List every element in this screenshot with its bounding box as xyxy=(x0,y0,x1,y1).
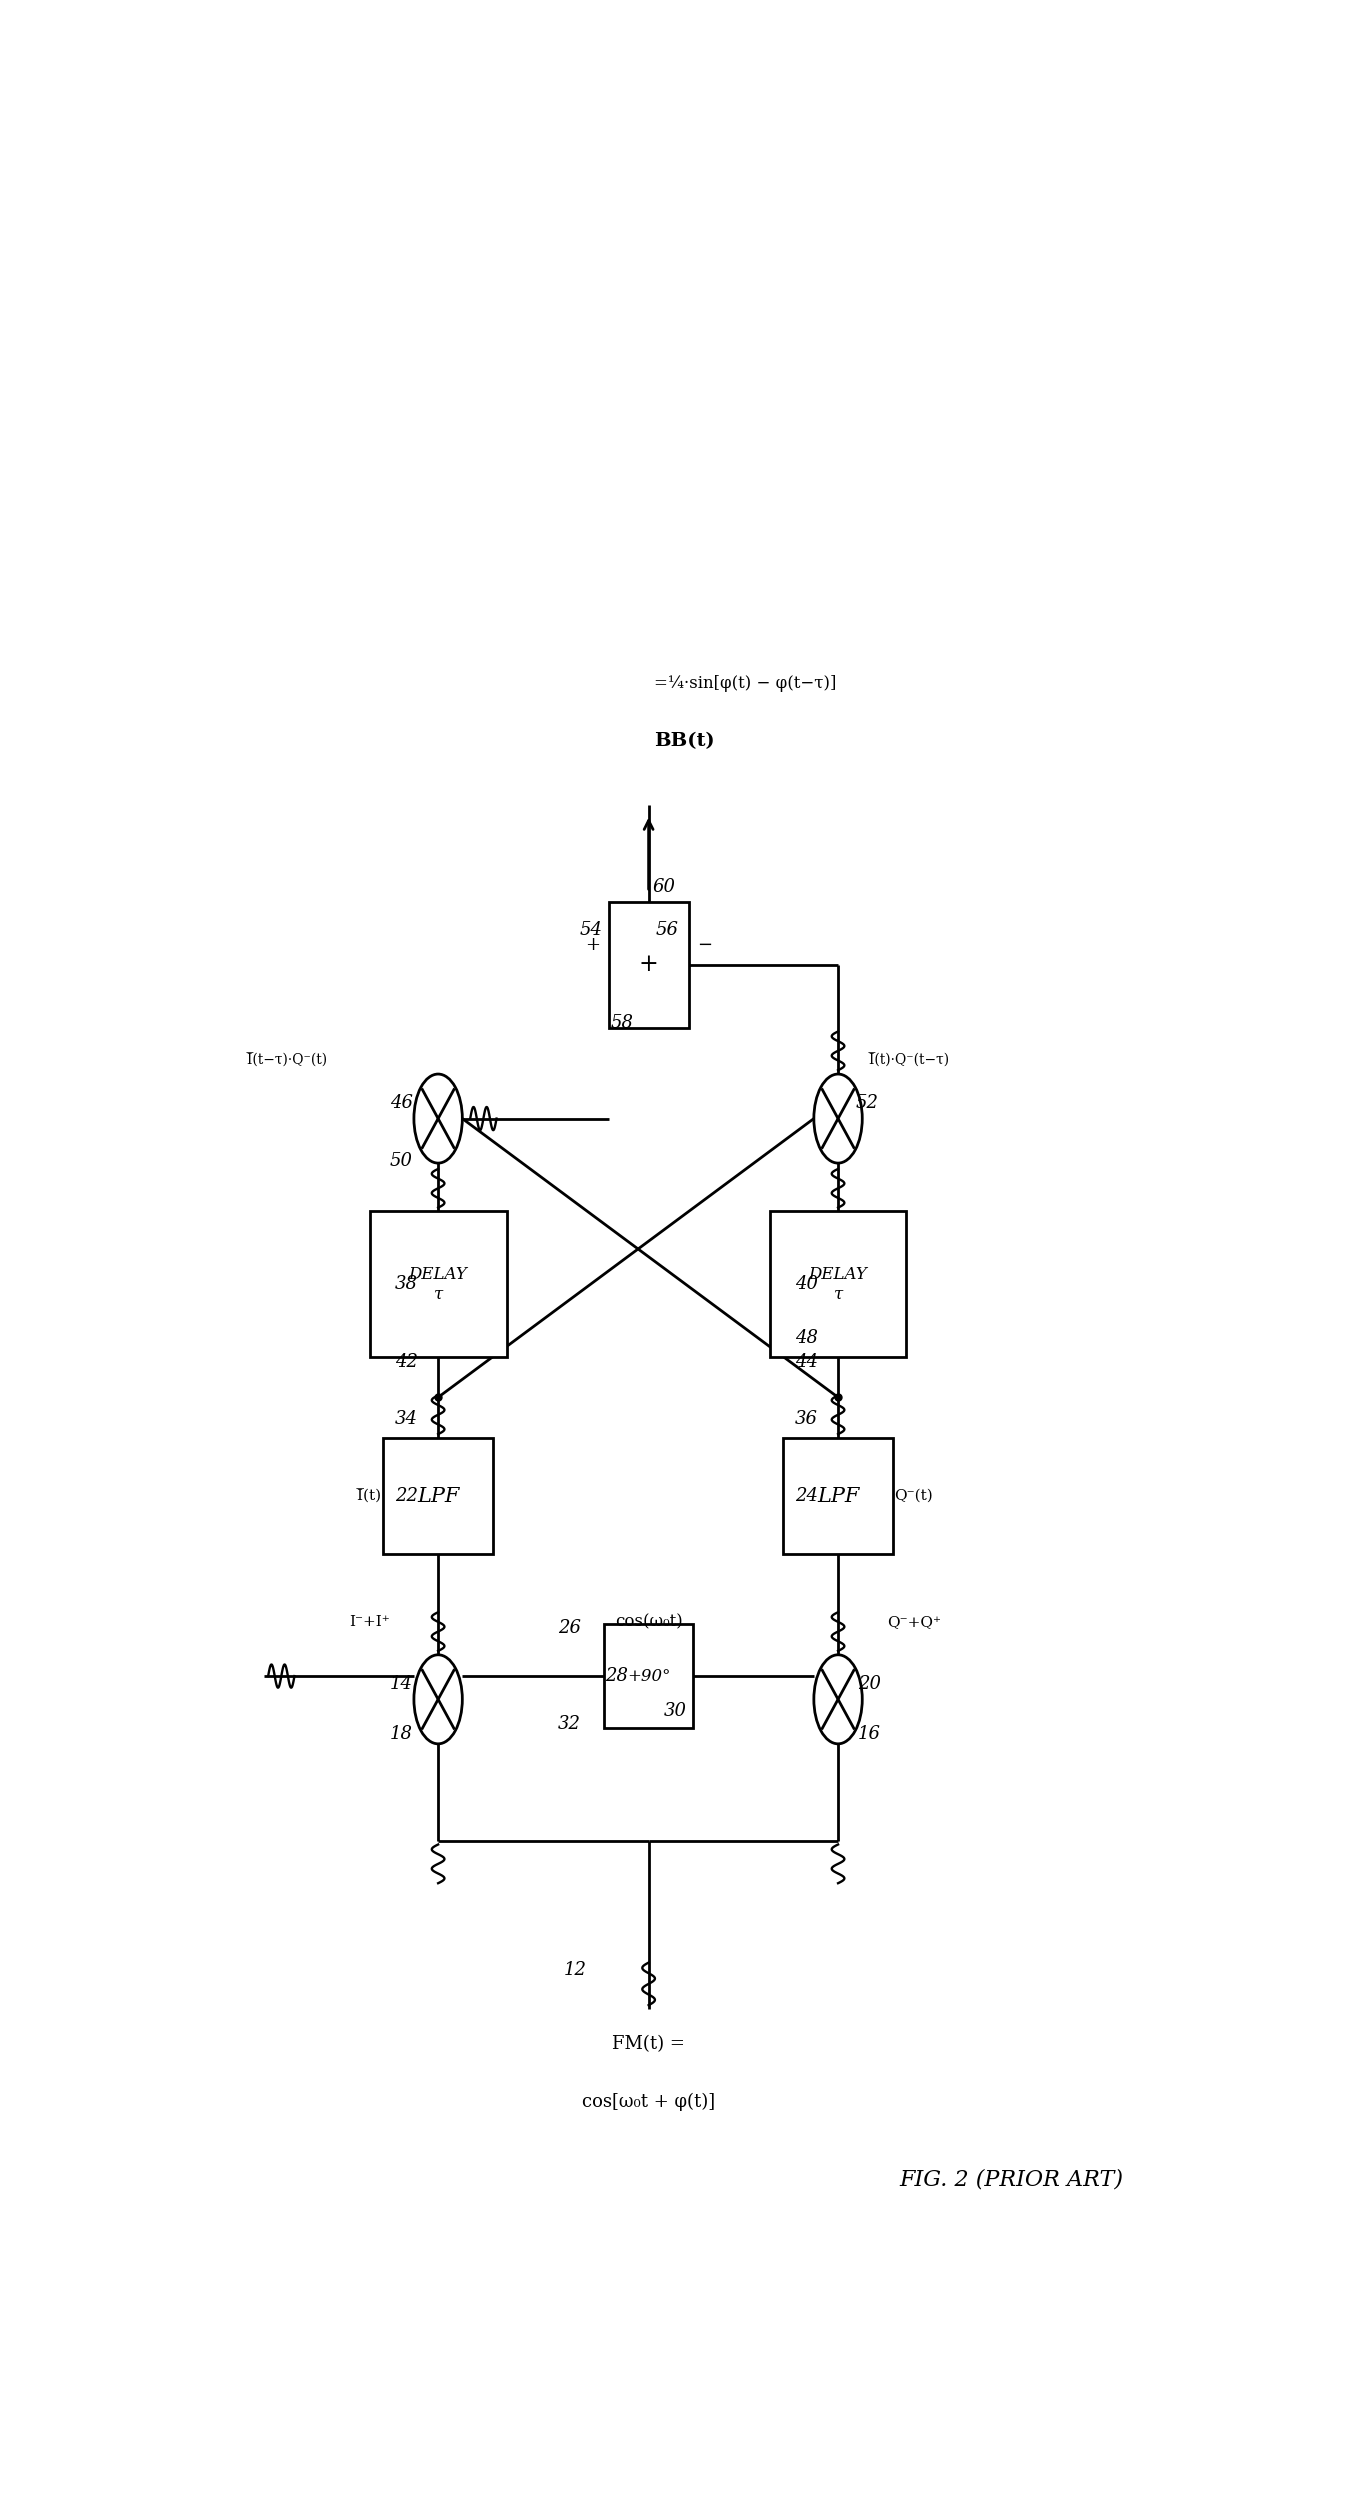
Text: FIG. 2 (PRIOR ART): FIG. 2 (PRIOR ART) xyxy=(900,2170,1123,2190)
Text: 48: 48 xyxy=(794,1330,818,1348)
Circle shape xyxy=(813,1073,862,1164)
Bar xyxy=(604,1624,693,1727)
Text: 54: 54 xyxy=(580,920,602,938)
Text: DELAY
τ: DELAY τ xyxy=(409,1265,467,1302)
Text: 24: 24 xyxy=(794,1488,818,1506)
Bar xyxy=(770,1212,907,1358)
Bar xyxy=(383,1438,493,1554)
Text: I̅(t): I̅(t) xyxy=(357,1488,382,1503)
Text: FM(t) =: FM(t) = xyxy=(612,2034,684,2054)
Text: cos[ω₀t + φ(t)]: cos[ω₀t + φ(t)] xyxy=(583,2092,716,2112)
Text: LPF: LPF xyxy=(417,1486,459,1506)
Text: BB(t): BB(t) xyxy=(655,732,714,749)
Text: 40: 40 xyxy=(794,1275,818,1292)
Text: 12: 12 xyxy=(564,1961,587,1979)
Text: 52: 52 xyxy=(856,1094,879,1111)
Bar xyxy=(608,903,689,1028)
Text: 50: 50 xyxy=(390,1151,413,1169)
Text: Q⁻+Q⁺: Q⁻+Q⁺ xyxy=(887,1614,941,1629)
Text: 56: 56 xyxy=(656,920,679,938)
Text: 18: 18 xyxy=(390,1725,413,1742)
Text: 16: 16 xyxy=(858,1725,881,1742)
Bar xyxy=(784,1438,892,1554)
Text: 42: 42 xyxy=(395,1353,418,1370)
Text: 22: 22 xyxy=(395,1488,418,1506)
Text: 30: 30 xyxy=(664,1702,686,1720)
Text: 44: 44 xyxy=(794,1353,818,1370)
Text: DELAY
τ: DELAY τ xyxy=(808,1265,868,1302)
Circle shape xyxy=(813,1654,862,1745)
Text: 36: 36 xyxy=(794,1410,818,1428)
Text: 38: 38 xyxy=(395,1275,418,1292)
Circle shape xyxy=(414,1073,462,1164)
Text: I⁻+I⁺: I⁻+I⁺ xyxy=(349,1614,390,1629)
Text: −: − xyxy=(697,935,712,955)
Circle shape xyxy=(414,1654,462,1745)
Text: LPF: LPF xyxy=(818,1486,860,1506)
Text: =¼·sin[φ(t) − φ(t−τ)]: =¼·sin[φ(t) − φ(t−τ)] xyxy=(655,674,837,691)
Text: +: + xyxy=(638,953,659,975)
Text: 20: 20 xyxy=(858,1674,881,1692)
Text: 14: 14 xyxy=(390,1674,413,1692)
Text: 46: 46 xyxy=(390,1094,413,1111)
Text: Q⁻(t): Q⁻(t) xyxy=(895,1488,933,1503)
Text: cos(ω₀t): cos(ω₀t) xyxy=(615,1614,683,1632)
Text: 26: 26 xyxy=(558,1619,581,1637)
Text: 34: 34 xyxy=(395,1410,418,1428)
Text: I̅(t−τ)·Q⁻(t): I̅(t−τ)·Q⁻(t) xyxy=(247,1053,327,1068)
Text: 58: 58 xyxy=(611,1013,634,1031)
Bar xyxy=(369,1212,507,1358)
Text: +: + xyxy=(585,935,600,955)
Text: I̅(t)·Q⁻(t−τ): I̅(t)·Q⁻(t−τ) xyxy=(869,1053,949,1068)
Text: 32: 32 xyxy=(558,1715,581,1735)
Text: 28: 28 xyxy=(606,1667,629,1684)
Text: 60: 60 xyxy=(653,877,676,897)
Text: +90°: +90° xyxy=(627,1667,671,1684)
